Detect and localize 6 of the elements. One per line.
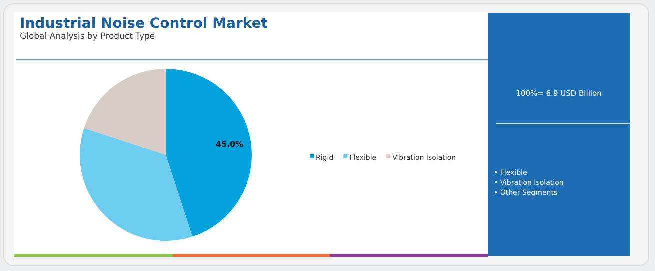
- chart-subtitle: Global Analysis by Product Type: [20, 32, 156, 42]
- chart-title: Industrial Noise Control Market: [20, 16, 268, 32]
- pie-slice: [80, 128, 193, 241]
- pie-slice: [166, 69, 252, 237]
- pie-slice: [84, 69, 166, 155]
- data-label: 45.0%: [216, 140, 244, 150]
